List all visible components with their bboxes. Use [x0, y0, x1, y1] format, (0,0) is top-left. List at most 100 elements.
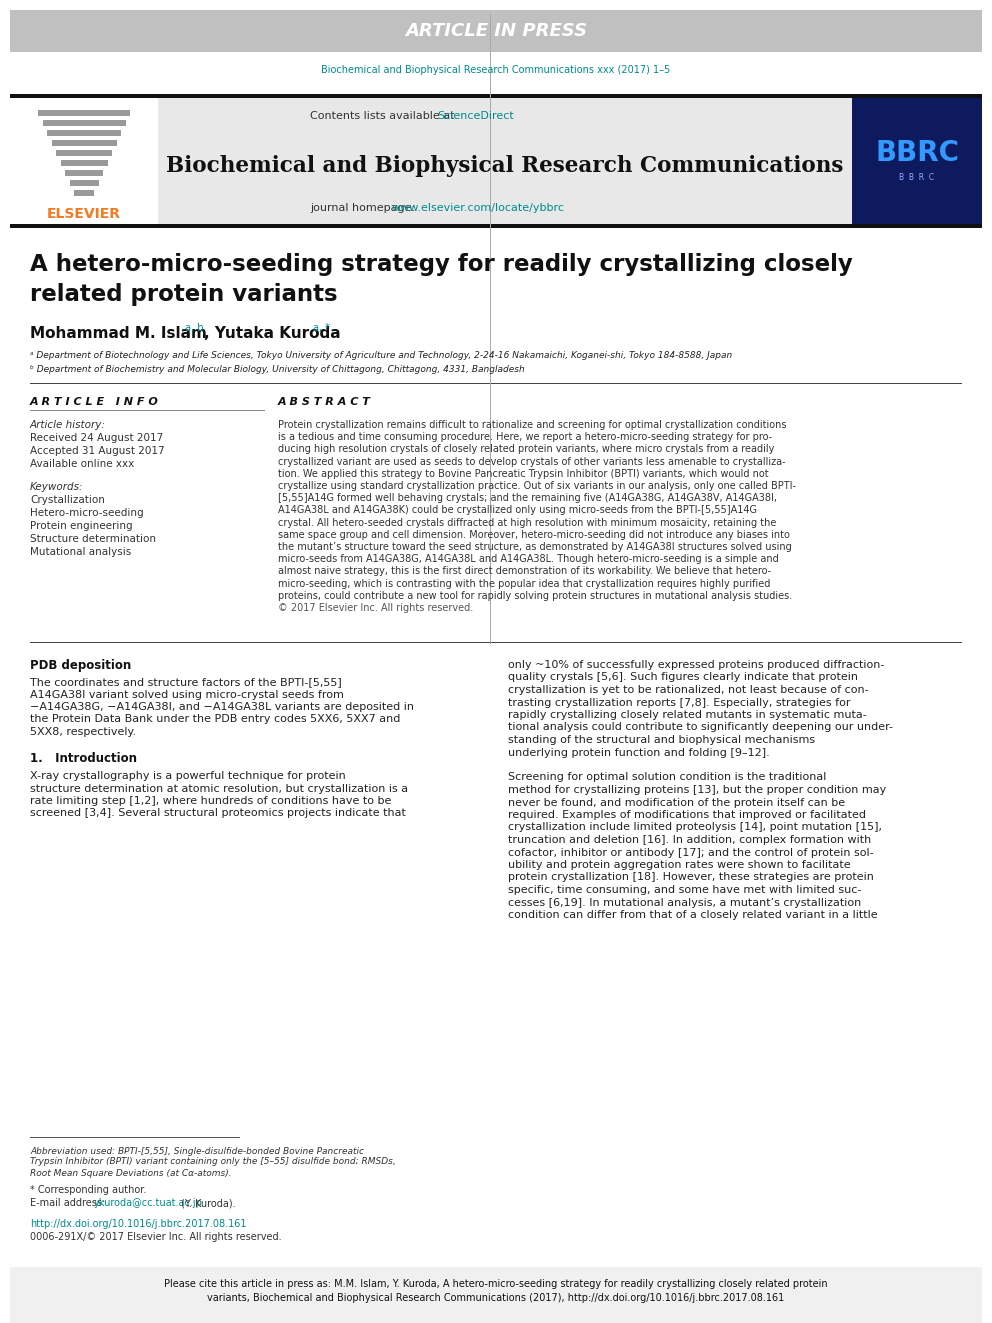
- Text: a, *: a, *: [313, 323, 330, 333]
- Text: structure determination at atomic resolution, but crystallization is a: structure determination at atomic resolu…: [30, 783, 408, 794]
- Bar: [10, 98, 158, 228]
- Text: standing of the structural and biophysical mechanisms: standing of the structural and biophysic…: [508, 736, 815, 745]
- Text: micro-seeding, which is contrasting with the popular idea that crystallization r: micro-seeding, which is contrasting with…: [278, 578, 771, 589]
- Bar: [852, 98, 982, 228]
- Bar: [74, 191, 94, 196]
- Text: , Yutaka Kuroda: , Yutaka Kuroda: [204, 325, 340, 340]
- Text: crystallization is yet to be rationalized, not least because of con-: crystallization is yet to be rationalize…: [508, 685, 869, 695]
- Bar: [38, 110, 130, 116]
- Text: Keywords:: Keywords:: [30, 482, 83, 492]
- Bar: [158, 98, 852, 228]
- Text: ykuroda@cc.tuat.ac.jp: ykuroda@cc.tuat.ac.jp: [94, 1199, 203, 1208]
- Text: ELSEVIER: ELSEVIER: [47, 206, 121, 221]
- Text: Contents lists available at: Contents lists available at: [310, 111, 458, 120]
- Text: (Y. Kuroda).: (Y. Kuroda).: [178, 1199, 236, 1208]
- Text: never be found, and modification of the protein itself can be: never be found, and modification of the …: [508, 798, 845, 807]
- Text: rate limiting step [1,2], where hundreds of conditions have to be: rate limiting step [1,2], where hundreds…: [30, 796, 392, 806]
- Text: Screening for optimal solution condition is the traditional: Screening for optimal solution condition…: [508, 773, 826, 782]
- Text: −A14GA38G, −A14GA38I, and −A14GA38L variants are deposited in: −A14GA38G, −A14GA38I, and −A14GA38L vari…: [30, 703, 414, 712]
- Text: Trypsin Inhibitor (BPTI) variant containing only the [5–55] disulfide bond; RMSD: Trypsin Inhibitor (BPTI) variant contain…: [30, 1158, 396, 1167]
- Text: truncation and deletion [16]. In addition, complex formation with: truncation and deletion [16]. In additio…: [508, 835, 871, 845]
- Text: ubility and protein aggregation rates were shown to facilitate: ubility and protein aggregation rates we…: [508, 860, 850, 871]
- Text: the mutant’s structure toward the seed structure, as demonstrated by A14GA38I st: the mutant’s structure toward the seed s…: [278, 542, 792, 552]
- Text: journal homepage:: journal homepage:: [310, 202, 419, 213]
- Text: ARTICLE IN PRESS: ARTICLE IN PRESS: [405, 22, 587, 40]
- Text: ᵃ Department of Biotechnology and Life Sciences, Tokyo University of Agriculture: ᵃ Department of Biotechnology and Life S…: [30, 352, 732, 360]
- Text: micro-seeds from A14GA38G, A14GA38L and A14GA38L. Though hetero-micro-seeding is: micro-seeds from A14GA38G, A14GA38L and …: [278, 554, 779, 564]
- Text: [5,55]A14G formed well behaving crystals; and the remaining five (A14GA38G, A14G: [5,55]A14G formed well behaving crystals…: [278, 493, 777, 503]
- Text: PDB deposition: PDB deposition: [30, 659, 131, 672]
- Bar: [52, 140, 116, 146]
- Text: tion. We applied this strategy to Bovine Pancreatic Trypsin Inhibitor (BPTI) var: tion. We applied this strategy to Bovine…: [278, 468, 769, 479]
- Text: Structure determination: Structure determination: [30, 534, 156, 544]
- Text: Available online xxx: Available online xxx: [30, 459, 134, 468]
- Text: A14GA38I variant solved using micro-crystal seeds from: A14GA38I variant solved using micro-crys…: [30, 689, 344, 700]
- Text: ᵇ Department of Biochemistry and Molecular Biology, University of Chittagong, Ch: ᵇ Department of Biochemistry and Molecul…: [30, 365, 525, 374]
- Text: underlying protein function and folding [9–12].: underlying protein function and folding …: [508, 747, 770, 758]
- Text: cofactor, inhibitor or antibody [17]; and the control of protein sol-: cofactor, inhibitor or antibody [17]; an…: [508, 848, 874, 857]
- Bar: [47, 130, 121, 136]
- Text: Mohammad M. Islam: Mohammad M. Islam: [30, 325, 207, 340]
- Text: ScienceDirect: ScienceDirect: [437, 111, 514, 120]
- Text: Hetero-micro-seeding: Hetero-micro-seeding: [30, 508, 144, 519]
- Text: ducing high resolution crystals of closely related protein variants, where micro: ducing high resolution crystals of close…: [278, 445, 775, 454]
- Text: protein crystallization [18]. However, these strategies are protein: protein crystallization [18]. However, t…: [508, 872, 874, 882]
- Bar: [61, 160, 107, 165]
- Text: same space group and cell dimension. Moreover, hetero-micro-seeding did not intr: same space group and cell dimension. Mor…: [278, 529, 790, 540]
- Text: screened [3,4]. Several structural proteomics projects indicate that: screened [3,4]. Several structural prote…: [30, 808, 406, 819]
- Text: * Corresponding author.: * Corresponding author.: [30, 1185, 147, 1195]
- Text: The coordinates and structure factors of the BPTI-[5,55]: The coordinates and structure factors of…: [30, 677, 342, 687]
- Text: E-mail address:: E-mail address:: [30, 1199, 108, 1208]
- Bar: [56, 149, 112, 156]
- Text: is a tedious and time consuming procedure. Here, we report a hetero-micro-seedin: is a tedious and time consuming procedur…: [278, 433, 772, 442]
- Text: Received 24 August 2017: Received 24 August 2017: [30, 433, 164, 443]
- Text: © 2017 Elsevier Inc. All rights reserved.: © 2017 Elsevier Inc. All rights reserved…: [278, 603, 473, 613]
- Text: cesses [6,19]. In mutational analysis, a mutant’s crystallization: cesses [6,19]. In mutational analysis, a…: [508, 897, 861, 908]
- Text: a, b: a, b: [185, 323, 203, 333]
- Text: A14GA38L and A14GA38K) could be crystallized only using micro-seeds from the BPT: A14GA38L and A14GA38K) could be crystall…: [278, 505, 757, 516]
- Text: www.elsevier.com/locate/ybbrc: www.elsevier.com/locate/ybbrc: [392, 202, 564, 213]
- Text: crystal. All hetero-seeded crystals diffracted at high resolution with minimum m: crystal. All hetero-seeded crystals diff…: [278, 517, 777, 528]
- Text: required. Examples of modifications that improved or facilitated: required. Examples of modifications that…: [508, 810, 866, 820]
- Text: related protein variants: related protein variants: [30, 283, 337, 307]
- Bar: [10, 1267, 982, 1323]
- Text: Article history:: Article history:: [30, 419, 106, 430]
- Text: Crystallization: Crystallization: [30, 495, 105, 505]
- Text: Abbreviation used: BPTI-[5,55], Single-disulfide-bonded Bovine Pancreatic: Abbreviation used: BPTI-[5,55], Single-d…: [30, 1147, 364, 1155]
- Text: BBRC: BBRC: [875, 139, 959, 167]
- Text: tional analysis could contribute to significantly deepening our under-: tional analysis could contribute to sign…: [508, 722, 893, 733]
- Text: crystallize using standard crystallization practice. Out of six variants in our : crystallize using standard crystallizati…: [278, 482, 796, 491]
- Text: Root Mean Square Deviations (at Cα-atoms).: Root Mean Square Deviations (at Cα-atoms…: [30, 1168, 231, 1177]
- Text: variants, Biochemical and Biophysical Research Communications (2017), http://dx.: variants, Biochemical and Biophysical Re…: [207, 1293, 785, 1303]
- Text: Protein crystallization remains difficult to rationalize and screening for optim: Protein crystallization remains difficul…: [278, 419, 787, 430]
- Text: B  B  R  C: B B R C: [900, 173, 934, 183]
- Bar: [65, 169, 103, 176]
- Text: Mutational analysis: Mutational analysis: [30, 546, 131, 557]
- Text: specific, time consuming, and some have met with limited suc-: specific, time consuming, and some have …: [508, 885, 861, 894]
- Text: 0006-291X/© 2017 Elsevier Inc. All rights reserved.: 0006-291X/© 2017 Elsevier Inc. All right…: [30, 1232, 282, 1242]
- Bar: [43, 120, 126, 126]
- Bar: [10, 1266, 982, 1267]
- Text: condition can differ from that of a closely related variant in a little: condition can differ from that of a clos…: [508, 910, 878, 919]
- Text: trasting crystallization reports [7,8]. Especially, strategies for: trasting crystallization reports [7,8]. …: [508, 697, 850, 708]
- Text: A R T I C L E   I N F O: A R T I C L E I N F O: [30, 397, 159, 407]
- Text: crystallized variant are used as seeds to develop crystals of other variants les: crystallized variant are used as seeds t…: [278, 456, 786, 467]
- Text: http://dx.doi.org/10.1016/j.bbrc.2017.08.161: http://dx.doi.org/10.1016/j.bbrc.2017.08…: [30, 1218, 246, 1229]
- Bar: [10, 94, 982, 98]
- Text: X-ray crystallography is a powerful technique for protein: X-ray crystallography is a powerful tech…: [30, 771, 346, 781]
- Text: proteins, could contribute a new tool for rapidly solving protein structures in : proteins, could contribute a new tool fo…: [278, 591, 793, 601]
- Text: 1.   Introduction: 1. Introduction: [30, 751, 137, 765]
- Bar: [10, 11, 982, 52]
- Text: rapidly crystallizing closely related mutants in systematic muta-: rapidly crystallizing closely related mu…: [508, 710, 867, 720]
- Text: Please cite this article in press as: M.M. Islam, Y. Kuroda, A hetero-micro-seed: Please cite this article in press as: M.…: [165, 1279, 827, 1289]
- Text: only ~10% of successfully expressed proteins produced diffraction-: only ~10% of successfully expressed prot…: [508, 660, 885, 669]
- Text: Biochemical and Biophysical Research Communications xxx (2017) 1–5: Biochemical and Biophysical Research Com…: [321, 65, 671, 75]
- Text: quality crystals [5,6]. Such figures clearly indicate that protein: quality crystals [5,6]. Such figures cle…: [508, 672, 858, 683]
- Bar: [69, 180, 98, 187]
- Text: Protein engineering: Protein engineering: [30, 521, 133, 531]
- Text: Biochemical and Biophysical Research Communications: Biochemical and Biophysical Research Com…: [167, 155, 843, 177]
- Text: A hetero-micro-seeding strategy for readily crystallizing closely: A hetero-micro-seeding strategy for read…: [30, 254, 853, 277]
- Text: crystallization include limited proteolysis [14], point mutation [15],: crystallization include limited proteoly…: [508, 823, 882, 832]
- Text: the Protein Data Bank under the PDB entry codes 5XX6, 5XX7 and: the Protein Data Bank under the PDB entr…: [30, 714, 401, 725]
- Bar: [10, 224, 982, 228]
